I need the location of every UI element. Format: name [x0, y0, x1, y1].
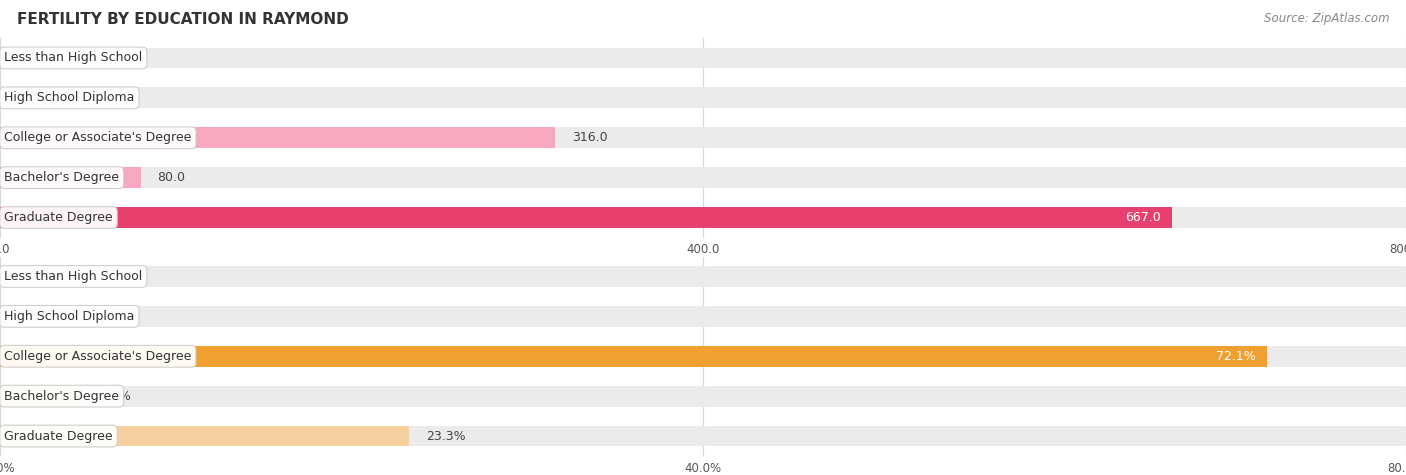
Text: 72.1%: 72.1% — [1216, 350, 1256, 363]
Text: 80.0: 80.0 — [157, 171, 186, 184]
Bar — [0, 48, 1406, 68]
Text: College or Associate's Degree: College or Associate's Degree — [4, 350, 191, 363]
Text: 4.7%: 4.7% — [100, 390, 131, 403]
Bar — [0, 127, 555, 148]
Text: Less than High School: Less than High School — [4, 270, 142, 283]
Text: High School Diploma: High School Diploma — [4, 91, 135, 104]
Text: FERTILITY BY EDUCATION IN RAYMOND: FERTILITY BY EDUCATION IN RAYMOND — [17, 12, 349, 27]
Bar — [0, 167, 1406, 188]
Text: 0.0%: 0.0% — [17, 310, 49, 323]
Text: 316.0: 316.0 — [572, 131, 607, 144]
Bar — [0, 386, 83, 407]
Text: Graduate Degree: Graduate Degree — [4, 211, 112, 224]
Text: 667.0: 667.0 — [1125, 211, 1161, 224]
Bar — [0, 127, 1406, 148]
Text: 23.3%: 23.3% — [426, 429, 465, 443]
Text: Bachelor's Degree: Bachelor's Degree — [4, 171, 120, 184]
Bar — [0, 346, 1406, 367]
Bar — [0, 306, 1406, 327]
Bar — [0, 346, 1267, 367]
Text: 0.0: 0.0 — [17, 91, 37, 104]
Text: High School Diploma: High School Diploma — [4, 310, 135, 323]
Text: College or Associate's Degree: College or Associate's Degree — [4, 131, 191, 144]
Bar — [0, 266, 1406, 287]
Bar — [0, 207, 1406, 228]
Bar — [0, 87, 1406, 108]
Bar — [0, 426, 1406, 446]
Text: Less than High School: Less than High School — [4, 51, 142, 65]
Text: Source: ZipAtlas.com: Source: ZipAtlas.com — [1264, 12, 1389, 25]
Bar — [0, 386, 1406, 407]
Bar — [0, 167, 141, 188]
Bar — [0, 207, 1173, 228]
Text: Bachelor's Degree: Bachelor's Degree — [4, 390, 120, 403]
Bar — [0, 426, 409, 446]
Text: Graduate Degree: Graduate Degree — [4, 429, 112, 443]
Text: 0.0: 0.0 — [17, 51, 37, 65]
Text: 0.0%: 0.0% — [17, 270, 49, 283]
